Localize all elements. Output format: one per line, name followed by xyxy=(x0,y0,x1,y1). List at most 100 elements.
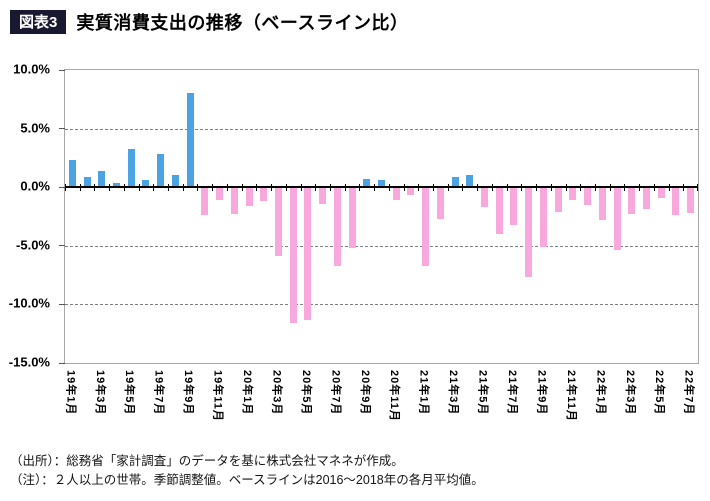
gridline xyxy=(65,304,698,306)
plot-area xyxy=(59,69,699,364)
x-axis-label: 22年1月 xyxy=(594,370,609,415)
bar xyxy=(422,187,430,266)
x-axis-label: 19年11月 xyxy=(211,370,226,422)
x-axis-label: 22年5月 xyxy=(653,370,668,415)
x-axis-tick xyxy=(226,183,228,191)
bar xyxy=(451,176,459,188)
x-axis-tick xyxy=(153,183,155,191)
x-axis-tick xyxy=(138,183,140,191)
bar xyxy=(525,187,533,278)
x-axis-tick xyxy=(285,183,287,191)
bar xyxy=(613,187,621,251)
bar xyxy=(319,187,327,204)
bar xyxy=(142,180,150,188)
bar xyxy=(333,187,341,266)
x-axis-label-text: 21年5月 xyxy=(476,370,489,416)
x-axis-tick xyxy=(344,183,346,191)
bar xyxy=(554,187,562,212)
gridline xyxy=(65,245,698,247)
bar xyxy=(628,187,636,215)
x-axis-label: 19年1月 xyxy=(64,370,79,415)
bar xyxy=(157,154,165,188)
x-axis-tick xyxy=(79,183,81,191)
x-axis-tick xyxy=(65,183,66,191)
bar xyxy=(378,180,385,188)
x-axis-tick xyxy=(624,183,626,191)
bar xyxy=(466,175,474,188)
x-axis-tick xyxy=(418,183,420,191)
bar xyxy=(98,170,106,188)
y-axis-tick xyxy=(59,186,65,188)
chart-title: 実質消費支出の推移（ベースライン比） xyxy=(76,13,409,33)
x-axis-label-text: 19年5月 xyxy=(123,370,136,416)
x-axis-label-text: 20年5月 xyxy=(299,370,312,416)
x-axis-label: 20年3月 xyxy=(270,370,285,415)
x-axis-label-text: 22年3月 xyxy=(623,370,636,416)
y-axis-label: -10.0% xyxy=(8,295,50,311)
x-axis-label-text: 19年1月 xyxy=(64,370,77,416)
x-axis: 19年1月 19年3月 19年5月 19年7月 19年9月 19年11月 20年1月 20年3… xyxy=(64,370,697,456)
x-axis-tick xyxy=(506,183,508,191)
zero-axis-line xyxy=(65,186,698,189)
y-axis-tick xyxy=(59,303,65,305)
y-axis-tick xyxy=(59,362,65,364)
x-axis-label-text: 19年3月 xyxy=(93,370,106,416)
x-axis-label-text: 20年7月 xyxy=(329,370,342,416)
x-axis-tick xyxy=(653,183,655,191)
x-axis-label: 20年7月 xyxy=(329,370,344,415)
x-axis-tick xyxy=(491,183,493,191)
bar xyxy=(216,187,224,201)
bar xyxy=(642,187,650,210)
x-axis-label: 20年5月 xyxy=(300,370,315,415)
x-axis-tick xyxy=(197,183,199,191)
y-axis-label: 0.0% xyxy=(20,178,50,194)
y-axis-label: 5.0% xyxy=(20,120,50,136)
bar xyxy=(657,187,665,198)
x-axis-label: 19年9月 xyxy=(182,370,197,415)
x-axis-label-text: 22年5月 xyxy=(653,370,666,416)
y-axis-label: 10.0% xyxy=(13,61,50,77)
x-axis-tick xyxy=(521,183,523,191)
bar xyxy=(201,187,209,216)
x-axis-label-text: 19年7月 xyxy=(152,370,165,416)
x-axis-tick xyxy=(212,183,214,191)
x-axis-label: 19年3月 xyxy=(93,370,108,415)
bar xyxy=(113,182,121,188)
x-axis-label: 19年7月 xyxy=(152,370,167,415)
bar xyxy=(687,187,695,213)
x-axis-label: 21年3月 xyxy=(447,370,462,415)
bar xyxy=(392,187,400,201)
x-axis-label-text: 21年1月 xyxy=(417,370,430,416)
x-axis-tick xyxy=(609,183,611,191)
gridline xyxy=(65,128,698,130)
figure-number-badge: 図表3 xyxy=(10,9,67,35)
bar xyxy=(598,187,606,220)
bar xyxy=(304,187,312,320)
x-axis-tick xyxy=(315,183,317,191)
bar xyxy=(274,187,282,257)
x-axis-tick xyxy=(462,183,464,191)
bar xyxy=(569,187,577,201)
x-axis-tick xyxy=(447,183,449,191)
source-note: （出所）：総務省「家計調査」のデータを基に株式会社マネネが作成。 xyxy=(10,454,404,468)
bar xyxy=(363,178,371,188)
x-axis-label: 21年7月 xyxy=(506,370,521,415)
x-axis-tick xyxy=(374,183,376,191)
bar xyxy=(539,187,547,247)
bar xyxy=(481,187,489,208)
y-axis: 10.0% 5.0% 0.0% -5.0% -10.0% -15.0% xyxy=(0,62,58,370)
x-axis-label: 20年9月 xyxy=(358,370,373,415)
x-axis-tick xyxy=(109,183,111,191)
bar xyxy=(510,187,518,225)
bar xyxy=(186,93,194,188)
bar xyxy=(584,187,592,205)
x-axis-tick xyxy=(550,183,552,191)
x-axis-label: 19年5月 xyxy=(123,370,138,415)
x-axis-label-text: 19年9月 xyxy=(182,370,195,416)
x-axis-tick xyxy=(403,183,405,191)
x-axis-tick xyxy=(683,183,685,191)
x-axis-tick xyxy=(580,183,582,191)
x-axis-label: 22年3月 xyxy=(623,370,638,415)
x-axis-label: 21年5月 xyxy=(476,370,491,415)
x-axis-tick xyxy=(182,183,184,191)
